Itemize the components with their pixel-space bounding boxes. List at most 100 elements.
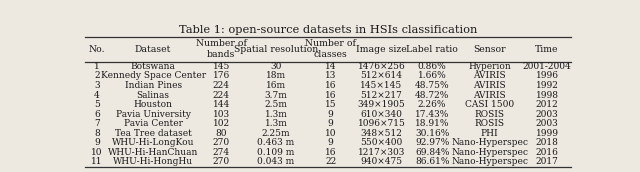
Text: 17.43%: 17.43% bbox=[415, 110, 449, 119]
Text: 10: 10 bbox=[325, 129, 337, 138]
Text: 13: 13 bbox=[325, 72, 337, 80]
Text: 4: 4 bbox=[94, 91, 100, 100]
Text: ROSIS: ROSIS bbox=[475, 110, 504, 119]
Text: 3: 3 bbox=[94, 81, 100, 90]
Text: Dataset: Dataset bbox=[135, 45, 172, 54]
Text: 1.66%: 1.66% bbox=[418, 72, 447, 80]
Text: Nano-Hyperspec: Nano-Hyperspec bbox=[451, 157, 528, 166]
Text: 0.043 m: 0.043 m bbox=[257, 157, 294, 166]
Text: 103: 103 bbox=[212, 110, 230, 119]
Text: Botswana: Botswana bbox=[131, 62, 175, 71]
Text: 512×217: 512×217 bbox=[360, 91, 403, 100]
Text: 16m: 16m bbox=[266, 81, 286, 90]
Text: 2.5m: 2.5m bbox=[264, 100, 287, 109]
Text: 86.61%: 86.61% bbox=[415, 157, 449, 166]
Text: 10: 10 bbox=[92, 148, 103, 157]
Text: 1992: 1992 bbox=[536, 81, 559, 90]
Text: 11: 11 bbox=[92, 157, 103, 166]
Text: 270: 270 bbox=[212, 157, 230, 166]
Text: 22: 22 bbox=[325, 157, 336, 166]
Text: 16: 16 bbox=[325, 148, 337, 157]
Text: 2001-2004: 2001-2004 bbox=[523, 62, 572, 71]
Text: AVIRIS: AVIRIS bbox=[473, 91, 506, 100]
Text: Houston: Houston bbox=[134, 100, 173, 109]
Text: 2003: 2003 bbox=[536, 110, 558, 119]
Text: 2016: 2016 bbox=[536, 148, 559, 157]
Text: 2017: 2017 bbox=[536, 157, 559, 166]
Text: 348×512: 348×512 bbox=[360, 129, 403, 138]
Text: 30: 30 bbox=[270, 62, 282, 71]
Text: 15: 15 bbox=[325, 100, 337, 109]
Text: Image size: Image size bbox=[356, 45, 407, 54]
Text: 9: 9 bbox=[94, 138, 100, 147]
Text: Salinas: Salinas bbox=[136, 91, 170, 100]
Text: 16: 16 bbox=[325, 91, 337, 100]
Text: 1.3m: 1.3m bbox=[264, 110, 287, 119]
Text: 7: 7 bbox=[94, 119, 100, 128]
Text: Number of
classes: Number of classes bbox=[305, 39, 356, 60]
Text: Nano-Hyperspec: Nano-Hyperspec bbox=[451, 148, 528, 157]
Text: 3.7m: 3.7m bbox=[264, 91, 287, 100]
Text: 0.463 m: 0.463 m bbox=[257, 138, 294, 147]
Text: 270: 270 bbox=[212, 138, 230, 147]
Text: 69.84%: 69.84% bbox=[415, 148, 449, 157]
Text: 145×145: 145×145 bbox=[360, 81, 403, 90]
Text: 80: 80 bbox=[216, 129, 227, 138]
Text: Spatial resolution: Spatial resolution bbox=[234, 45, 318, 54]
Text: WHU-Hi-LongKou: WHU-Hi-LongKou bbox=[112, 138, 195, 147]
Text: 9: 9 bbox=[328, 119, 333, 128]
Text: 224: 224 bbox=[212, 91, 230, 100]
Text: 16: 16 bbox=[325, 81, 337, 90]
Text: 2.25m: 2.25m bbox=[262, 129, 290, 138]
Text: Label ratio: Label ratio bbox=[406, 45, 458, 54]
Text: 940×475: 940×475 bbox=[360, 157, 403, 166]
Text: 92.97%: 92.97% bbox=[415, 138, 449, 147]
Text: Nano-Hyperspec: Nano-Hyperspec bbox=[451, 138, 528, 147]
Text: 5: 5 bbox=[94, 100, 100, 109]
Text: 102: 102 bbox=[212, 119, 230, 128]
Text: 0.109 m: 0.109 m bbox=[257, 148, 294, 157]
Text: 6: 6 bbox=[94, 110, 100, 119]
Text: 9: 9 bbox=[328, 110, 333, 119]
Text: 2.26%: 2.26% bbox=[418, 100, 447, 109]
Text: Time: Time bbox=[535, 45, 559, 54]
Text: CASI 1500: CASI 1500 bbox=[465, 100, 514, 109]
Text: 1: 1 bbox=[94, 62, 100, 71]
Text: Hyperion: Hyperion bbox=[468, 62, 511, 71]
Text: 1996: 1996 bbox=[536, 72, 559, 80]
Text: Table 1: open-source datasets in HSIs classification: Table 1: open-source datasets in HSIs cl… bbox=[179, 25, 477, 35]
Text: 2: 2 bbox=[94, 72, 100, 80]
Text: Kennedy Space Center: Kennedy Space Center bbox=[100, 72, 205, 80]
Text: 0.86%: 0.86% bbox=[418, 62, 447, 71]
Text: 224: 224 bbox=[212, 81, 230, 90]
Text: 1217×303: 1217×303 bbox=[358, 148, 405, 157]
Text: 1998: 1998 bbox=[536, 91, 559, 100]
Text: ROSIS: ROSIS bbox=[475, 119, 504, 128]
Text: AVIRIS: AVIRIS bbox=[473, 81, 506, 90]
Text: 2012: 2012 bbox=[536, 100, 558, 109]
Text: 14: 14 bbox=[325, 62, 337, 71]
Text: 30.16%: 30.16% bbox=[415, 129, 449, 138]
Text: 1476×256: 1476×256 bbox=[358, 62, 405, 71]
Text: No.: No. bbox=[89, 45, 106, 54]
Text: 274: 274 bbox=[212, 148, 230, 157]
Text: 1999: 1999 bbox=[536, 129, 559, 138]
Text: Sensor: Sensor bbox=[473, 45, 506, 54]
Text: Pavia Center: Pavia Center bbox=[124, 119, 182, 128]
Text: Number of
bands: Number of bands bbox=[196, 39, 246, 60]
Text: 9: 9 bbox=[328, 138, 333, 147]
Text: 349×1905: 349×1905 bbox=[358, 100, 405, 109]
Text: 2003: 2003 bbox=[536, 119, 558, 128]
Text: 144: 144 bbox=[212, 100, 230, 109]
Text: 610×340: 610×340 bbox=[360, 110, 403, 119]
Text: Tea Tree dataset: Tea Tree dataset bbox=[115, 129, 191, 138]
Text: 1096×715: 1096×715 bbox=[358, 119, 405, 128]
Text: AVIRIS: AVIRIS bbox=[473, 72, 506, 80]
Text: 18.91%: 18.91% bbox=[415, 119, 449, 128]
Text: WHU-Hi-HanChuan: WHU-Hi-HanChuan bbox=[108, 148, 198, 157]
Text: 48.72%: 48.72% bbox=[415, 91, 449, 100]
Text: 176: 176 bbox=[212, 72, 230, 80]
Text: Pavia University: Pavia University bbox=[116, 110, 191, 119]
Text: 8: 8 bbox=[94, 129, 100, 138]
Text: Indian Pines: Indian Pines bbox=[125, 81, 182, 90]
